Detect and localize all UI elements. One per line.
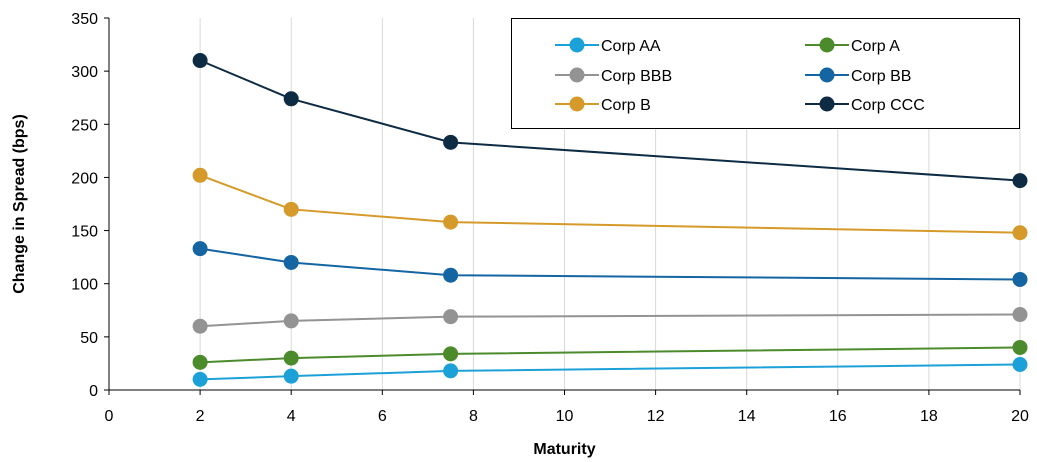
series-corp-bbb [192, 307, 1028, 334]
legend-label-corp-aa: Corp AA [601, 38, 661, 55]
point-corp-ccc-4 [283, 91, 299, 107]
legend-label-corp-a: Corp A [851, 38, 900, 55]
y-tick-label-350: 350 [71, 11, 98, 28]
y-tick-label-250: 250 [71, 117, 98, 134]
x-tick-label-6: 6 [378, 408, 387, 425]
y-tick-label-300: 300 [71, 64, 98, 81]
x-tick-label-4: 4 [287, 408, 296, 425]
legend-label-corp-bb: Corp BB [851, 68, 911, 85]
x-tick-label-18: 18 [920, 408, 938, 425]
point-corp-bb-20 [1012, 271, 1028, 287]
x-tick-labels: 0 2 4 6 8 10 12 14 16 18 20 [105, 390, 1029, 425]
legend-marker-corp-b [569, 96, 585, 112]
point-corp-aa-2 [192, 371, 208, 387]
legend-label-corp-ccc: Corp CCC [851, 97, 925, 114]
y-tick-label-150: 150 [71, 224, 98, 241]
point-corp-ccc-20 [1012, 173, 1028, 189]
series-corp-ccc [192, 53, 1028, 189]
legend-marker-corp-a [819, 37, 835, 53]
y-tick-label-100: 100 [71, 277, 98, 294]
series-corp-aa [192, 356, 1028, 387]
legend-box [511, 18, 1020, 129]
point-corp-bb-2 [192, 241, 208, 257]
y-tick-label-0: 0 [89, 383, 98, 400]
legend-item-corp-aa: Corp AA [555, 37, 661, 55]
legend-item-corp-a: Corp A [805, 37, 900, 55]
point-corp-b-7.5 [443, 214, 459, 230]
series-line-corp-ccc [199, 59, 1021, 182]
series-corp-a [192, 339, 1028, 370]
legend-item-corp-b: Corp B [555, 96, 651, 114]
x-tick-label-8: 8 [469, 408, 478, 425]
x-tick-label-2: 2 [196, 408, 205, 425]
y-tick-labels: 0 50 100 150 200 250 300 350 [71, 11, 109, 400]
legend-item-corp-ccc: Corp CCC [805, 96, 925, 114]
point-corp-aa-20 [1012, 356, 1028, 372]
legend-marker-corp-ccc [819, 96, 835, 112]
point-corp-a-2 [192, 354, 208, 370]
series-line-corp-aa [200, 363, 1021, 381]
x-tick-label-10: 10 [556, 408, 574, 425]
series-corp-b [192, 167, 1028, 241]
legend-marker-corp-bbb [569, 67, 585, 83]
point-corp-bbb-7.5 [443, 309, 459, 325]
legend-label-corp-b: Corp B [601, 97, 651, 114]
point-corp-a-4 [283, 350, 299, 366]
series-line-corp-a [200, 346, 1021, 364]
point-corp-bbb-20 [1012, 307, 1028, 323]
legend-item-corp-bbb: Corp BBB [555, 67, 672, 85]
x-tick-label-14: 14 [738, 408, 756, 425]
point-corp-b-20 [1012, 225, 1028, 241]
point-corp-bb-4 [283, 254, 299, 270]
point-corp-bbb-4 [283, 313, 299, 329]
point-corp-b-2 [192, 167, 208, 183]
legend: Corp AA Corp A Corp BBB Corp BB Corp B Corp C… [511, 18, 1020, 129]
point-corp-ccc-2 [192, 53, 208, 69]
legend-label-corp-bbb: Corp BBB [601, 68, 672, 85]
x-tick-label-12: 12 [647, 408, 665, 425]
series-line-corp-b [199, 174, 1021, 234]
legend-marker-corp-bb [819, 67, 835, 83]
y-axis-title: Change in Spread (bps) [11, 114, 28, 294]
legend-item-corp-bb: Corp BB [805, 67, 911, 85]
x-tick-label-20: 20 [1011, 408, 1029, 425]
point-corp-bbb-2 [192, 318, 208, 334]
point-corp-ccc-7.5 [443, 134, 459, 150]
x-tick-label-0: 0 [105, 408, 114, 425]
y-tick-label-200: 200 [71, 170, 98, 187]
series-line-corp-bbb [200, 313, 1021, 328]
y-tick-label-50: 50 [80, 330, 98, 347]
x-tick-label-16: 16 [829, 408, 847, 425]
series-layer [192, 53, 1028, 387]
series-corp-bb [192, 241, 1028, 287]
point-corp-aa-4 [283, 368, 299, 384]
legend-marker-corp-aa [569, 37, 585, 53]
point-corp-bb-7.5 [443, 267, 459, 283]
point-corp-b-4 [283, 201, 299, 217]
point-corp-a-20 [1012, 339, 1028, 355]
point-corp-a-7.5 [443, 346, 459, 362]
x-axis-title: Maturity [533, 441, 595, 458]
series-line-corp-bb [199, 247, 1021, 281]
point-corp-aa-7.5 [443, 363, 459, 379]
